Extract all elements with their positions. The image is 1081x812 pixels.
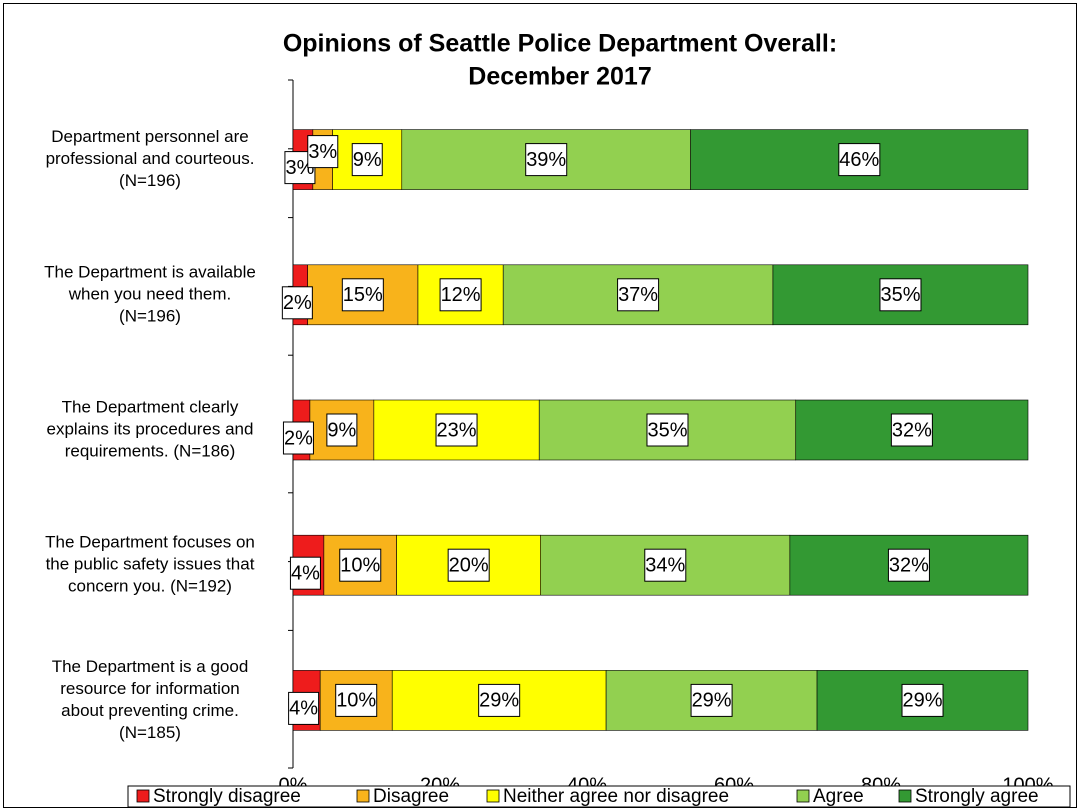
value-label-box [435,413,478,447]
value-label-box [901,683,944,717]
category-label: the public safety issues that [46,555,255,574]
category-label: (N=196) [119,171,181,190]
value-label-box [341,278,384,312]
value-label: 35% [880,284,920,306]
value-label-box [439,278,482,312]
chart-title: December 2017 [468,63,651,91]
category-label: resource for information [60,679,240,698]
value-label: 29% [479,690,519,712]
value-label-box [335,683,378,717]
legend-swatch [898,789,912,803]
value-label: 35% [647,419,687,441]
value-label: 23% [437,419,477,441]
value-label-box [326,413,358,447]
value-label-box [281,286,313,320]
value-label-box [282,421,314,455]
category-label: requirements. (N=186) [65,441,236,460]
value-label: 37% [618,284,658,306]
legend-swatch [136,789,150,803]
value-label: 4% [289,698,318,720]
legend-swatch [486,789,500,803]
value-label-box [288,691,320,725]
value-label: 46% [839,149,879,171]
value-label: 12% [441,284,481,306]
category-label: The Department focuses on [45,533,255,552]
value-label-box [617,278,660,312]
category-label: professional and courteous. [46,149,255,168]
value-label: 9% [353,149,382,171]
legend-swatch [796,789,810,803]
category-label: concern you. (N=192) [68,577,232,596]
value-label-box [478,683,521,717]
category-label: explains its procedures and [47,419,254,438]
value-label-box [289,556,321,590]
category-label: The Department clearly [62,397,239,416]
category-label: Department personnel are [51,127,249,146]
category-label: when you need them. [68,284,232,303]
value-label: 32% [892,419,932,441]
value-label: 9% [327,419,356,441]
value-label-box [887,548,930,582]
category-label: about preventing crime. [61,701,239,720]
legend-label: Strongly disagree [153,786,301,807]
value-label: 10% [340,554,380,576]
category-label: (N=196) [119,306,181,325]
value-label-box [879,278,922,312]
value-label: 34% [645,554,685,576]
chart-title: Opinions of Seattle Police Department Ov… [283,30,837,58]
value-label-box [644,548,687,582]
legend-label: Agree [813,786,864,807]
legend-label: Strongly agree [915,786,1039,807]
value-label-box [307,135,339,169]
value-label-box [351,143,383,177]
value-label: 10% [336,690,376,712]
value-label: 2% [284,427,313,449]
value-label: 29% [903,690,943,712]
value-label-box [646,413,689,447]
value-label-box [838,143,881,177]
value-label-box [890,413,933,447]
value-label: 29% [692,690,732,712]
value-label: 2% [283,292,312,314]
value-label: 39% [526,149,566,171]
legend-label: Disagree [373,786,449,807]
value-label: 32% [889,554,929,576]
legend-swatch [356,789,370,803]
value-label: 3% [308,141,337,163]
category-label: The Department is a good [52,657,249,676]
value-label-box [339,548,382,582]
category-label: (N=185) [119,723,181,742]
value-label: 20% [449,554,489,576]
value-label: 4% [291,562,320,584]
value-label-box [525,143,568,177]
value-label-box [447,548,490,582]
value-label-box [690,683,733,717]
category-label: The Department is available [44,262,256,281]
value-label: 15% [343,284,383,306]
legend-label: Neither agree nor disagree [503,786,729,807]
